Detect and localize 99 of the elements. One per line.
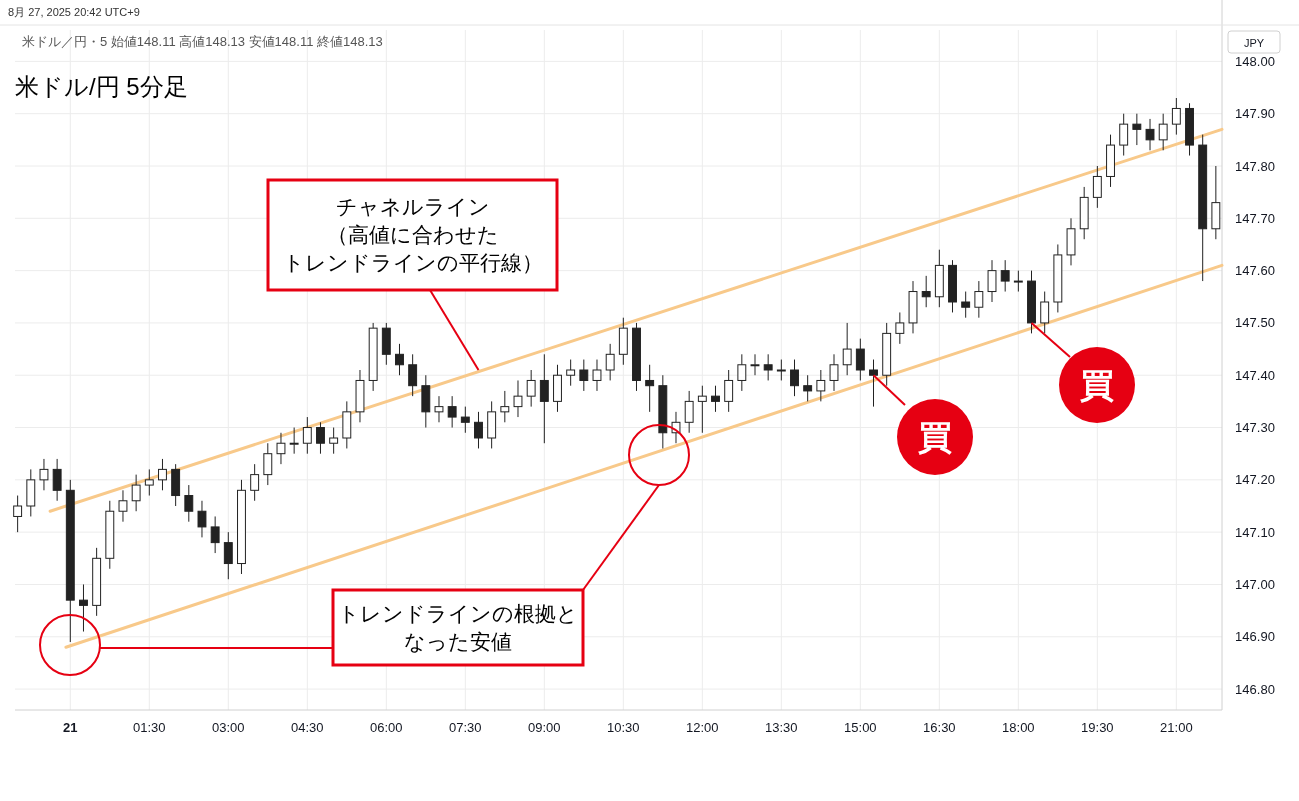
candlestick <box>1092 165 1102 209</box>
candlestick <box>513 379 523 418</box>
candlestick <box>1119 113 1129 157</box>
candlestick <box>79 583 88 633</box>
y-tick-label: 147.20 <box>1235 472 1275 488</box>
candlestick <box>1040 291 1050 334</box>
x-tick-label: 21 <box>63 720 78 735</box>
x-tick-label: 06:00 <box>370 720 403 735</box>
y-tick-label: 147.30 <box>1235 420 1275 436</box>
y-tick-label: 147.90 <box>1235 106 1275 122</box>
candlestick <box>763 353 773 381</box>
candlestick <box>144 468 154 497</box>
candlestick <box>329 427 339 455</box>
candlestick <box>52 458 62 502</box>
annotation: 買 <box>1080 366 1114 404</box>
x-tick-label: 09:00 <box>528 720 561 735</box>
y-tick-label: 147.10 <box>1235 524 1275 540</box>
candlestick <box>408 353 418 397</box>
candlestick <box>1171 97 1181 136</box>
text: 米ドル/円 5分足 <box>15 73 188 100</box>
x-tick-label: 10:30 <box>607 720 640 735</box>
candlestick <box>263 442 273 486</box>
candlestick <box>474 411 483 449</box>
candlestick <box>158 458 167 491</box>
candlestick <box>395 343 404 376</box>
y-tick-label: 147.00 <box>1235 576 1275 592</box>
candlestick <box>460 406 470 434</box>
candlestick <box>750 353 760 376</box>
x-tick-label: 12:00 <box>686 720 719 735</box>
candlestick <box>711 385 720 413</box>
candlestick <box>566 359 576 387</box>
candlestick <box>645 364 655 413</box>
y-tick-label: 147.80 <box>1235 158 1275 174</box>
candlestick <box>500 390 510 423</box>
y-tick-label: 147.50 <box>1235 315 1275 331</box>
candlestick <box>39 458 49 491</box>
candlestick <box>592 359 602 392</box>
candlestick <box>1013 270 1023 293</box>
candlestick <box>1145 118 1155 151</box>
candlestick <box>250 463 260 502</box>
y-tick-label: 146.80 <box>1235 681 1275 697</box>
candlestick <box>197 500 207 538</box>
candlestick <box>724 369 734 413</box>
x-tick-label: 21:00 <box>1160 720 1193 735</box>
x-tick-label: 13:30 <box>765 720 798 735</box>
candlestick <box>829 353 839 392</box>
candlestick <box>289 427 299 455</box>
candlestick <box>434 395 444 423</box>
candlestick <box>13 495 23 533</box>
annotation: チャネルライン（高値に合わせたトレンドラインの平行線） <box>282 195 543 274</box>
candlestick <box>842 322 852 376</box>
candlestick <box>526 369 536 408</box>
y-axis-title: JPY <box>1243 37 1265 49</box>
y-tick-label: 147.70 <box>1235 210 1275 226</box>
candlestick <box>447 395 457 429</box>
candlestick <box>1158 113 1168 151</box>
x-tick-label: 15:00 <box>844 720 877 735</box>
candlestick <box>1132 113 1142 146</box>
annotation: トレンドラインの根拠となった安値 <box>338 601 578 653</box>
candlestick <box>776 359 786 381</box>
y-tick-label: 147.60 <box>1235 263 1275 279</box>
candlestick <box>184 484 194 523</box>
candlestick <box>684 390 694 434</box>
x-tick-label: 18:00 <box>1002 720 1035 735</box>
text: 8月 27, 2025 20:42 UTC+9 <box>8 6 140 18</box>
candlestick <box>869 359 878 408</box>
x-tick-label: 03:00 <box>212 720 245 735</box>
candlestick <box>302 416 312 455</box>
candlestick <box>816 369 826 402</box>
x-tick-label: 19:30 <box>1081 720 1114 735</box>
chart-subtitle: 米ドル／円・5 始値148.11 高値148.13 安値148.11 終値148.13 <box>22 34 383 49</box>
candlestick <box>790 359 799 397</box>
y-tick-label: 146.90 <box>1235 629 1275 645</box>
candlestick <box>697 385 707 434</box>
candlestick <box>605 343 615 381</box>
candlestick <box>803 374 813 402</box>
candlestick <box>539 353 549 444</box>
x-tick-label: 01:30 <box>133 720 166 735</box>
candlestick <box>895 311 905 345</box>
y-tick-label: 148.00 <box>1235 53 1275 69</box>
candlestick <box>737 353 747 392</box>
annotation: 買 <box>918 418 952 456</box>
candlestick <box>961 291 971 319</box>
candlestick <box>131 474 141 512</box>
candlestick <box>987 259 997 303</box>
candlestick <box>855 338 865 381</box>
y-tick-label: 147.40 <box>1235 367 1275 383</box>
candlestick <box>316 421 325 455</box>
x-tick-label: 07:30 <box>449 720 482 735</box>
candlestick <box>276 432 286 465</box>
candlestick <box>118 489 128 523</box>
candlestick <box>974 280 984 319</box>
candlestick <box>210 515 220 554</box>
x-tick-label: 04:30 <box>291 720 324 735</box>
candlestick <box>921 275 931 308</box>
candlestick <box>1000 259 1010 293</box>
candlestick <box>223 531 233 580</box>
candlestick <box>579 359 589 392</box>
x-tick-label: 16:30 <box>923 720 956 735</box>
